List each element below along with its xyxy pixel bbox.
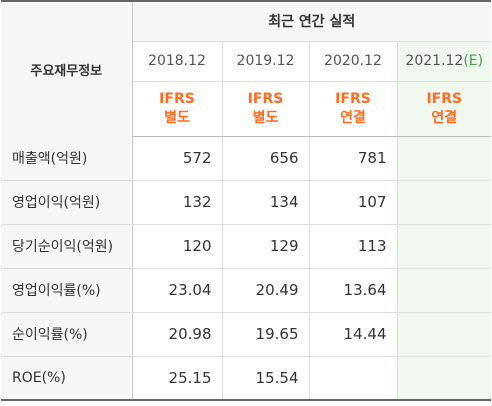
table-row: 당기순이익(억원) 120 129 113 bbox=[1, 224, 492, 269]
label-column-header: 주요재무정보 bbox=[1, 0, 133, 136]
year-label: 2019.12 bbox=[236, 53, 295, 69]
value-cell: 20.49 bbox=[222, 268, 310, 313]
value-cell: 120 bbox=[132, 224, 223, 269]
year-label: 2020.12 bbox=[324, 53, 382, 69]
table-row: ROE(%) 25.15 15.54 bbox=[1, 356, 492, 401]
year-label: 2021.12 bbox=[405, 53, 464, 69]
value-cell: 19.65 bbox=[222, 312, 310, 357]
year-header-2020: 2020.12 bbox=[309, 41, 398, 82]
row-label: 영업이익(억원) bbox=[1, 180, 133, 225]
row-label: ROE(%) bbox=[1, 356, 133, 401]
row-label: 순이익률(%) bbox=[1, 312, 133, 357]
year-label: 2018.12 bbox=[148, 53, 206, 69]
table-row: 영업이익률(%) 23.04 20.49 13.64 bbox=[1, 268, 492, 313]
value-cell-estimate bbox=[396, 268, 492, 313]
value-cell-estimate bbox=[396, 180, 492, 225]
table-row: 매출액(억원) 572 656 781 bbox=[1, 136, 492, 181]
value-cell: 15.54 bbox=[222, 356, 310, 401]
basis-2020: IFRS 연결 bbox=[309, 81, 398, 137]
period-header: 최근 연간 실적 bbox=[132, 0, 492, 42]
value-cell: 134 bbox=[222, 180, 310, 225]
table-row: 영업이익(억원) 132 134 107 bbox=[1, 180, 492, 225]
value-cell-estimate bbox=[396, 312, 492, 357]
basis-2019: IFRS 별도 bbox=[222, 81, 310, 137]
basis-scope: 연결 bbox=[340, 109, 366, 126]
year-header-2019: 2019.12 bbox=[222, 41, 310, 82]
row-label: 당기순이익(억원) bbox=[1, 224, 133, 269]
value-cell: 20.98 bbox=[132, 312, 223, 357]
value-cell bbox=[309, 356, 398, 401]
basis-scope: 별도 bbox=[164, 109, 190, 126]
basis-standard: IFRS bbox=[426, 90, 463, 107]
estimate-marker: (E) bbox=[463, 53, 484, 69]
basis-scope: 별도 bbox=[252, 109, 279, 126]
year-header-2018: 2018.12 bbox=[132, 41, 223, 82]
value-cell: 572 bbox=[132, 136, 223, 181]
basis-standard: IFRS bbox=[335, 90, 371, 107]
value-cell: 14.44 bbox=[309, 312, 398, 357]
value-cell-estimate bbox=[396, 136, 492, 181]
basis-2018: IFRS 별도 bbox=[132, 81, 223, 137]
value-cell: 13.64 bbox=[309, 268, 398, 313]
table-row: 순이익률(%) 20.98 19.65 14.44 bbox=[1, 312, 492, 357]
year-header-2021-estimate: 2021.12(E) bbox=[396, 41, 492, 82]
row-label: 매출액(억원) bbox=[1, 136, 133, 181]
value-cell: 25.15 bbox=[132, 356, 223, 401]
row-label: 영업이익률(%) bbox=[1, 268, 133, 313]
value-cell: 107 bbox=[309, 180, 398, 225]
value-cell: 23.04 bbox=[132, 268, 223, 313]
basis-2021-estimate: IFRS 연결 bbox=[396, 81, 492, 137]
basis-standard: IFRS bbox=[159, 90, 195, 107]
value-cell-estimate bbox=[396, 224, 492, 269]
basis-standard: IFRS bbox=[247, 90, 284, 107]
value-cell: 132 bbox=[132, 180, 223, 225]
basis-scope: 연결 bbox=[431, 109, 458, 126]
value-cell-estimate bbox=[396, 356, 492, 401]
value-cell: 781 bbox=[309, 136, 398, 181]
value-cell: 129 bbox=[222, 224, 310, 269]
value-cell: 656 bbox=[222, 136, 310, 181]
value-cell: 113 bbox=[309, 224, 398, 269]
